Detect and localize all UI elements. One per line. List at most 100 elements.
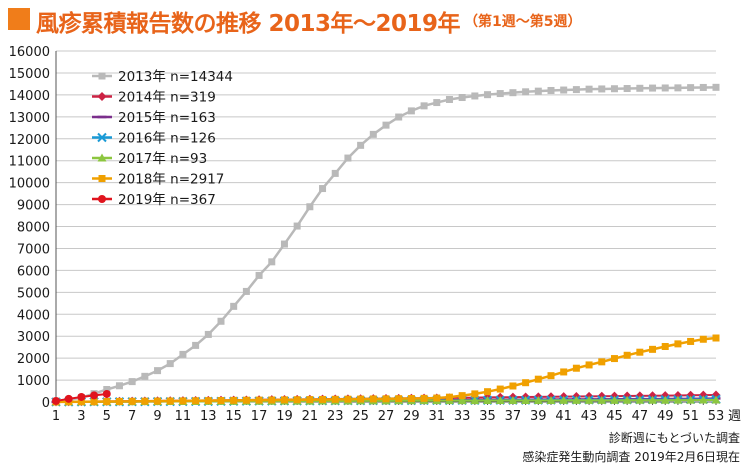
data-point bbox=[154, 397, 162, 405]
data-point bbox=[572, 364, 580, 372]
x-tick-label: 1 bbox=[52, 409, 60, 424]
x-axis-label: 週 bbox=[728, 409, 741, 424]
data-point bbox=[597, 395, 607, 404]
legend-swatch-marker bbox=[98, 72, 106, 80]
data-point bbox=[649, 345, 657, 353]
y-tick-label: 2000 bbox=[17, 352, 50, 367]
x-tick-label: 13 bbox=[200, 409, 217, 424]
series-layer bbox=[51, 83, 721, 407]
data-point bbox=[585, 85, 593, 93]
y-tick-label: 10000 bbox=[9, 177, 50, 192]
series-6 bbox=[52, 389, 111, 405]
data-point bbox=[255, 271, 263, 279]
legend-swatch-marker bbox=[97, 92, 107, 101]
data-point bbox=[179, 397, 187, 405]
data-point bbox=[306, 203, 314, 211]
grid-layer bbox=[56, 50, 716, 403]
legend-item: 2018年 n=2917 bbox=[92, 172, 224, 188]
data-point bbox=[103, 398, 111, 406]
legend-label: 2014年 n=319 bbox=[118, 90, 216, 106]
chart-title: 風疹累積報告数の推移 2013年～2019年 （第1週～第5週） bbox=[8, 4, 582, 38]
data-point bbox=[407, 395, 415, 403]
data-point bbox=[268, 258, 276, 266]
data-point bbox=[571, 395, 581, 404]
data-point bbox=[534, 375, 542, 383]
data-point bbox=[559, 395, 569, 404]
title-square-icon bbox=[8, 8, 30, 30]
data-point bbox=[242, 287, 250, 295]
data-point bbox=[521, 395, 531, 404]
data-point bbox=[547, 86, 555, 94]
data-point bbox=[712, 334, 720, 342]
data-point bbox=[331, 395, 339, 403]
y-tick-label: 4000 bbox=[17, 308, 50, 323]
y-tick-label: 1000 bbox=[17, 374, 50, 389]
note-data-source: 感染症発生動向調査 2019年2月6日現在 bbox=[522, 449, 740, 464]
y-tick-label: 5000 bbox=[17, 286, 50, 301]
x-tick-label: 19 bbox=[276, 409, 293, 424]
y-tick-label: 16000 bbox=[9, 45, 50, 60]
x-tick-label: 41 bbox=[555, 409, 572, 424]
data-point bbox=[496, 385, 504, 393]
x-tick-label: 21 bbox=[302, 409, 319, 424]
data-point bbox=[115, 382, 123, 390]
data-point bbox=[509, 89, 517, 97]
legend-swatch-marker bbox=[97, 153, 107, 162]
data-point bbox=[242, 396, 250, 404]
data-point bbox=[217, 317, 225, 325]
data-point bbox=[509, 382, 517, 390]
x-tick-label: 11 bbox=[175, 409, 192, 424]
data-point bbox=[382, 121, 390, 129]
data-point bbox=[560, 368, 568, 376]
data-point bbox=[522, 88, 530, 96]
data-point bbox=[331, 169, 339, 177]
data-point bbox=[293, 222, 301, 230]
y-tick-label: 9000 bbox=[17, 199, 50, 214]
data-point bbox=[484, 388, 492, 396]
x-tick-label: 15 bbox=[225, 409, 242, 424]
data-point bbox=[610, 85, 618, 93]
y-tick-label: 6000 bbox=[17, 264, 50, 279]
legend-item: 2013年 n=14344 bbox=[92, 69, 233, 85]
data-point bbox=[636, 348, 644, 356]
data-point bbox=[661, 342, 669, 350]
x-tick-label: 47 bbox=[632, 409, 649, 424]
data-point bbox=[711, 395, 721, 404]
x-tick-label: 27 bbox=[378, 409, 395, 424]
legend-swatch-marker bbox=[98, 195, 106, 203]
y-tick-label: 15000 bbox=[9, 67, 50, 82]
legend-label: 2013年 n=14344 bbox=[118, 69, 233, 85]
x-tick-label: 31 bbox=[428, 409, 445, 424]
x-tick-label: 25 bbox=[352, 409, 369, 424]
data-point bbox=[395, 395, 403, 403]
data-point bbox=[433, 99, 441, 107]
x-tick-label: 51 bbox=[682, 409, 699, 424]
data-point bbox=[141, 397, 149, 405]
data-point bbox=[533, 395, 543, 404]
x-tick-label: 5 bbox=[103, 409, 111, 424]
data-point bbox=[636, 84, 644, 92]
data-point bbox=[622, 395, 632, 404]
data-point bbox=[471, 390, 479, 398]
series-5 bbox=[52, 334, 720, 406]
data-point bbox=[192, 397, 200, 405]
data-point bbox=[420, 394, 428, 402]
data-point bbox=[674, 84, 682, 92]
data-point bbox=[166, 397, 174, 405]
data-point bbox=[484, 91, 492, 99]
data-point bbox=[141, 372, 149, 380]
data-point bbox=[470, 396, 480, 405]
data-point bbox=[230, 396, 238, 404]
data-point bbox=[192, 341, 200, 349]
data-point bbox=[268, 396, 276, 404]
data-point bbox=[584, 395, 594, 404]
note-survey-basis: 診断週にもとづいた調査 bbox=[609, 430, 740, 445]
data-point bbox=[369, 130, 377, 138]
data-point bbox=[102, 389, 111, 398]
data-point bbox=[204, 330, 212, 338]
data-point bbox=[572, 86, 580, 94]
data-point bbox=[382, 395, 390, 403]
title-subtitle: （第1週～第5週） bbox=[464, 14, 582, 30]
y-tick-label: 0 bbox=[42, 396, 50, 411]
data-point bbox=[90, 391, 99, 400]
